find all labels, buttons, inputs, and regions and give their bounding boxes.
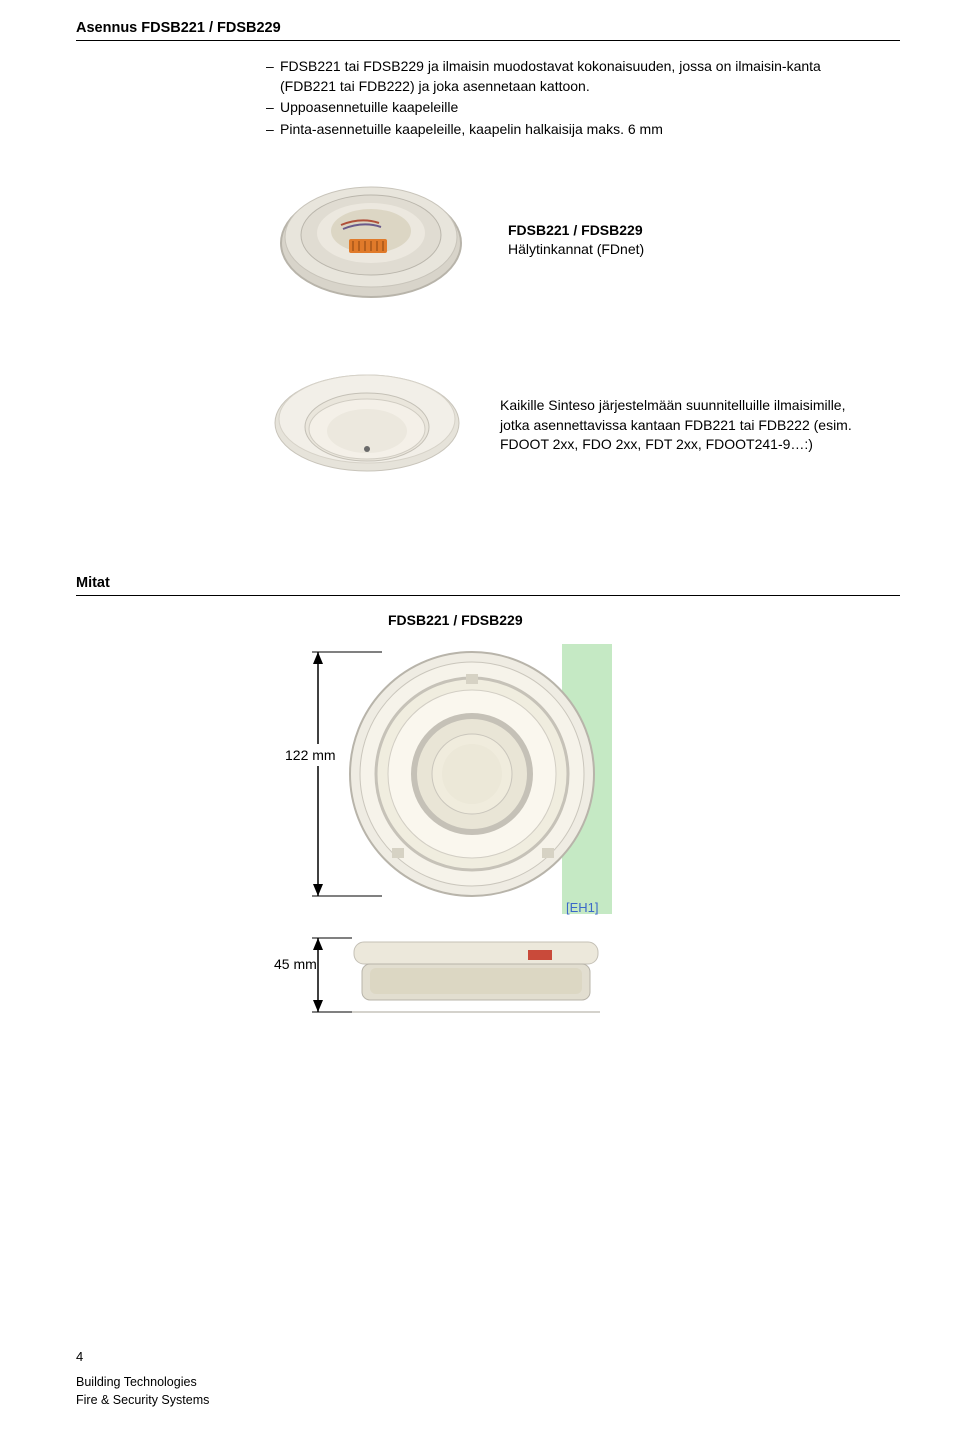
dash-icon: – — [266, 120, 280, 140]
page-number: 4 — [76, 1347, 209, 1367]
side-view-svg — [272, 924, 672, 1034]
dash-icon: – — [266, 98, 280, 118]
section-rule — [76, 40, 900, 41]
bullet-item: – FDSB221 tai FDSB229 ja ilmaisin muodos… — [266, 57, 860, 96]
figure-block-2: Kaikille Sinteso järjestelmään suunnitel… — [266, 355, 860, 495]
bullet-text: Pinta-asennetuille kaapeleille, kaapelin… — [280, 120, 663, 140]
eh1-annotation: [EH1] — [566, 900, 599, 915]
figure1-subtitle: Hälytinkannat (FDnet) — [508, 240, 644, 260]
dim-45-label: 45 mm — [274, 956, 317, 972]
bullet-item: – Uppoasennetuille kaapeleille — [266, 98, 860, 118]
detector-assembled-image — [266, 355, 468, 495]
dim-122-label: 122 mm — [280, 744, 341, 766]
detector-base-image — [266, 175, 476, 305]
bullet-text: Uppoasennetuille kaapeleille — [280, 98, 458, 118]
bullet-item: – Pinta-asennetuille kaapeleille, kaapel… — [266, 120, 860, 140]
mitat-heading: Mitat — [76, 575, 900, 591]
footer-line1: Building Technologies — [76, 1373, 209, 1392]
bullet-text: FDSB221 tai FDSB229 ja ilmaisin muodosta… — [280, 57, 860, 96]
top-view-svg — [272, 638, 672, 918]
bullet-list: – FDSB221 tai FDSB229 ja ilmaisin muodos… — [266, 57, 860, 139]
mitat-rule — [76, 595, 900, 596]
page-footer: 4 Building Technologies Fire & Security … — [76, 1347, 209, 1410]
dimension-drawing: FDSB221 / FDSB229 122 mm [EH1] — [266, 612, 766, 1042]
figure1-title: FDSB221 / FDSB229 — [508, 221, 644, 241]
dim-title: FDSB221 / FDSB229 — [388, 612, 523, 628]
section-title: Asennus FDSB221 / FDSB229 — [76, 20, 900, 36]
figure2-text: Kaikille Sinteso järjestelmään suunnitel… — [500, 396, 860, 455]
figure-block-1: FDSB221 / FDSB229 Hälytinkannat (FDnet) — [266, 175, 860, 305]
footer-line2: Fire & Security Systems — [76, 1391, 209, 1410]
dash-icon: – — [266, 57, 280, 96]
